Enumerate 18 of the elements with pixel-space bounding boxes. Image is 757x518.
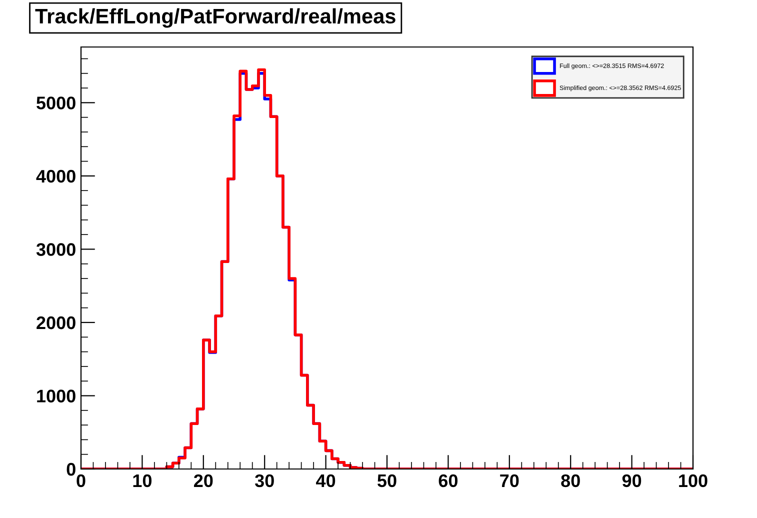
y-tick-label: 0: [66, 462, 76, 476]
x-tick-label: 50: [378, 474, 396, 488]
x-tick-label: 70: [500, 474, 519, 488]
y-tick-label: 1000: [37, 390, 76, 402]
chart-title: Track/EffLong/PatForward/real/meas: [35, 8, 396, 28]
x-tick-label: 10: [133, 474, 152, 488]
x-tick-label: 20: [194, 474, 213, 488]
x-tick-label: 100: [679, 474, 708, 488]
x-tick-label: 40: [316, 474, 336, 488]
x-tick-label: 30: [254, 474, 274, 488]
x-tick-label: 0: [76, 474, 86, 488]
x-tick-label: 90: [622, 474, 642, 488]
y-tick-label: 3000: [36, 243, 76, 256]
y-tick-label: 5000: [36, 96, 76, 110]
y-tick-label: 2000: [36, 316, 76, 330]
x-tick-label: 80: [561, 474, 580, 488]
x-tick-label: 60: [438, 474, 458, 488]
y-tick-label: 4000: [36, 170, 76, 183]
